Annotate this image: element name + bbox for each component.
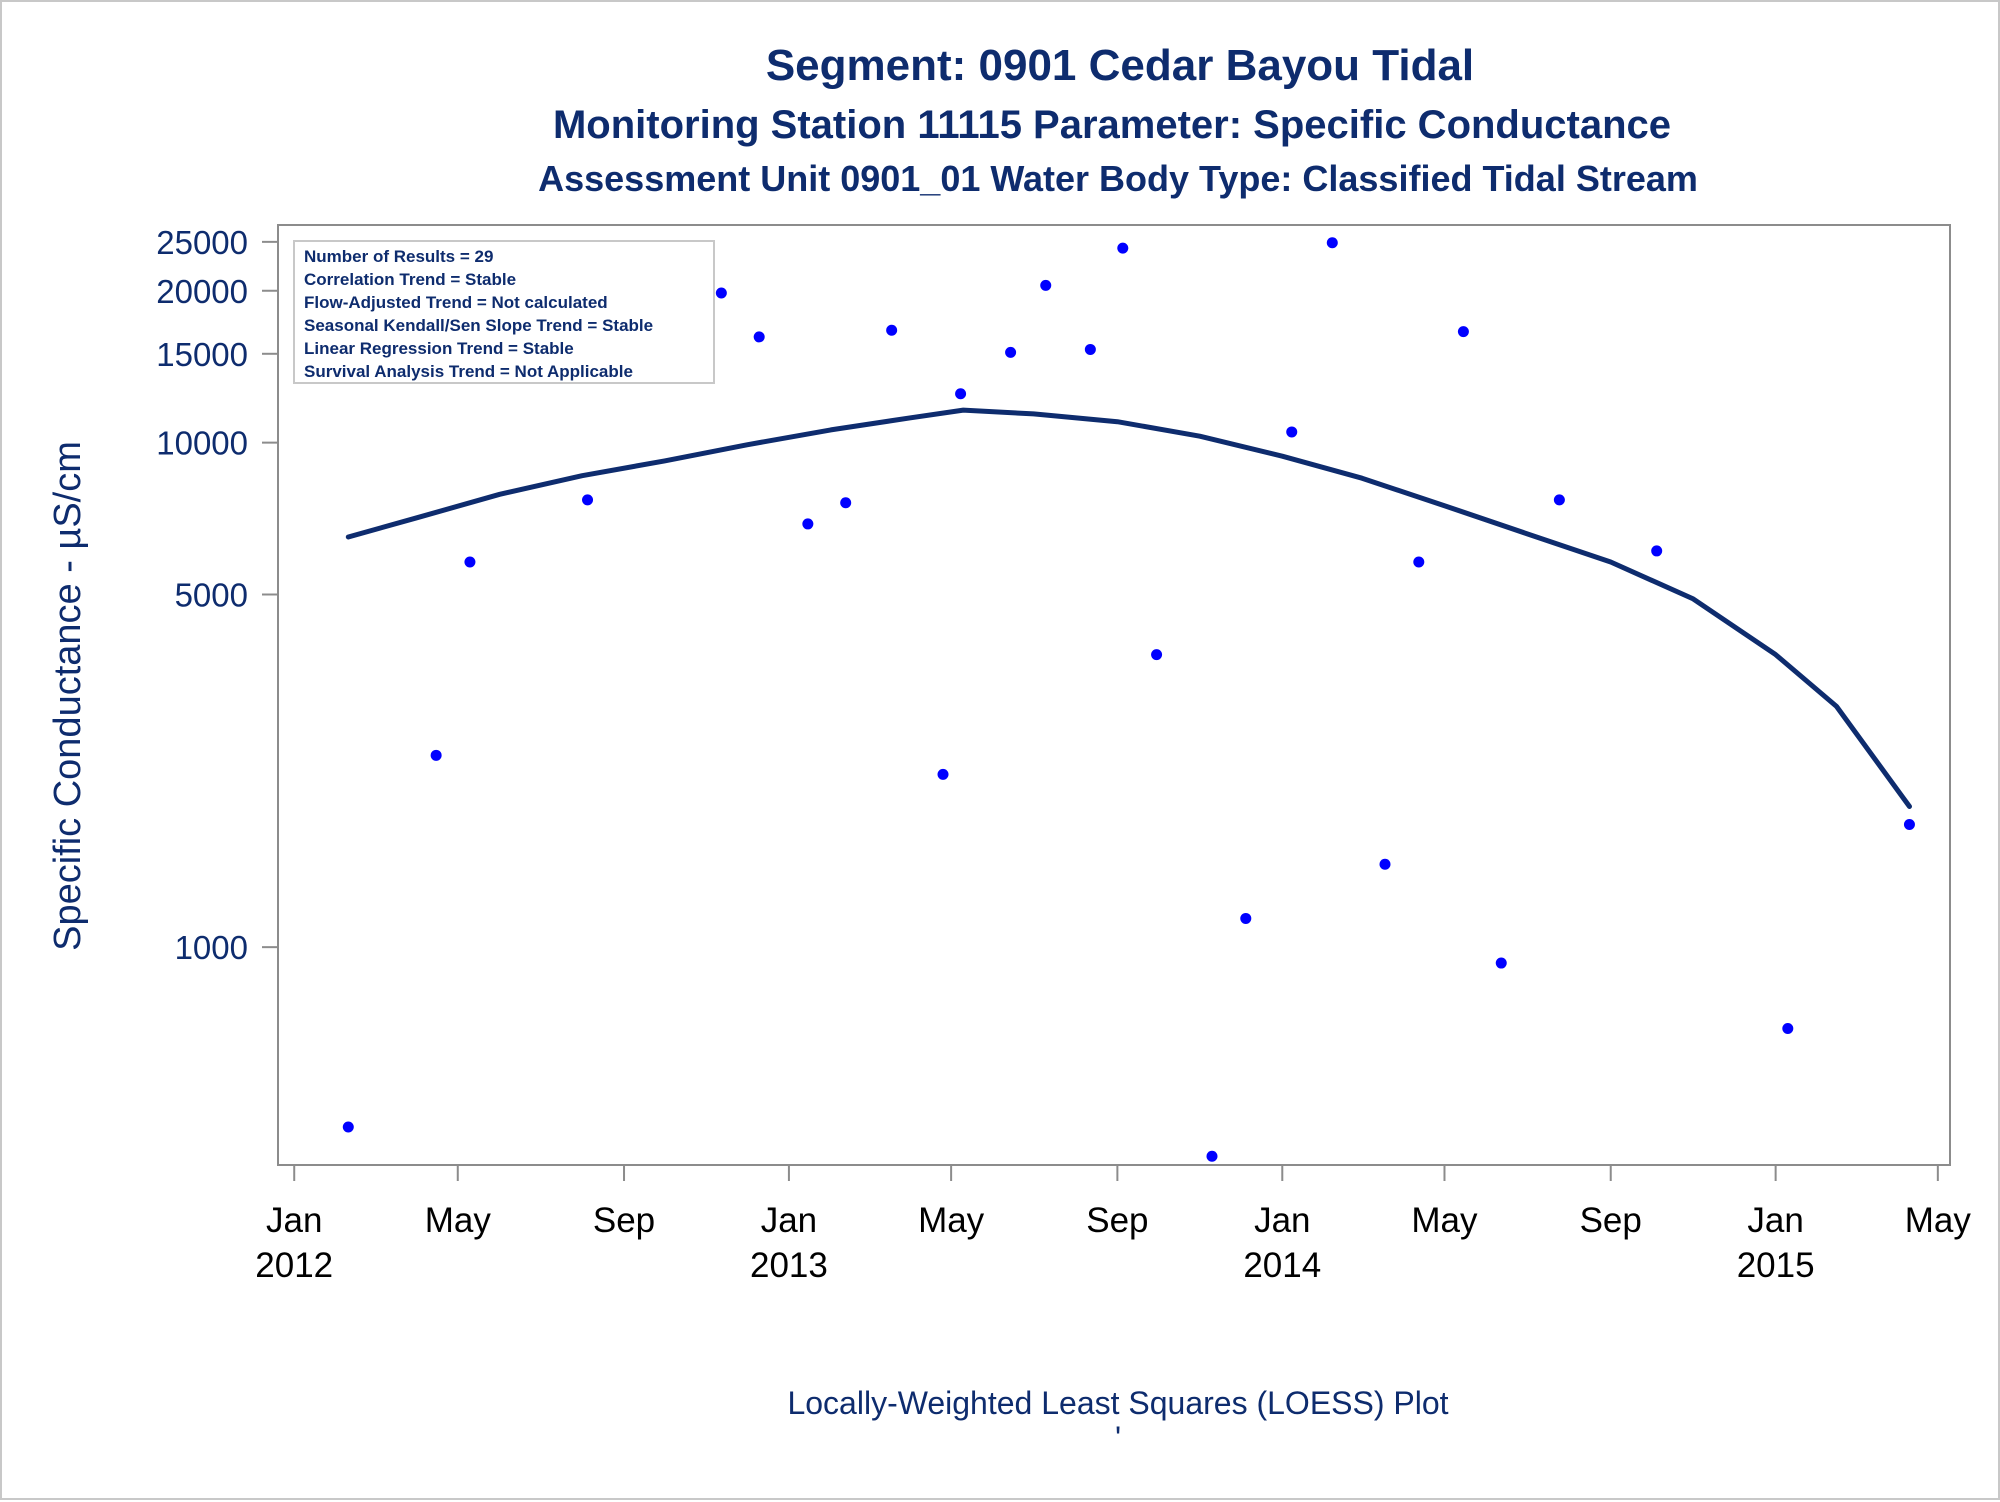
x-tick-year-label: 2013: [750, 1246, 828, 1285]
loess-curve: [345, 407, 1912, 809]
x-tick-year-label: 2012: [255, 1246, 333, 1285]
y-axis-title: Specific Conductance - µS/cm: [47, 441, 89, 951]
data-point: [1495, 957, 1507, 969]
data-point: [1117, 242, 1129, 254]
data-point: [1206, 1150, 1218, 1162]
y-tick-label: 15000: [156, 336, 248, 373]
y-tick-label: 25000: [156, 224, 248, 261]
x-axis: Jan 2012 May Sep Jan 2013 May Sep Jan 2014 May Sep J…: [255, 1164, 1972, 1285]
x-tick-label: May: [1905, 1201, 1972, 1240]
data-point: [1903, 819, 1915, 831]
data-point: [1413, 556, 1425, 568]
data-point: [1651, 545, 1663, 557]
y-tick-label: 5000: [175, 577, 248, 614]
points-layer: [342, 237, 1915, 1162]
y-tick-label: 10000: [156, 425, 248, 462]
data-point: [1005, 346, 1017, 358]
inset-line: Flow-Adjusted Trend = Not calculated: [304, 293, 608, 312]
chart-footnote: Locally-Weighted Least Squares (LOESS) P…: [787, 1385, 1448, 1421]
data-point: [342, 1121, 354, 1133]
inset-line: Survival Analysis Trend = Not Applicable: [304, 362, 633, 381]
x-tick-label: May: [425, 1201, 492, 1240]
x-tick-label: Jan: [266, 1201, 322, 1240]
x-tick-label: Sep: [1580, 1201, 1642, 1240]
chart-footnote-mark: ': [1115, 1420, 1121, 1456]
data-point: [955, 388, 967, 400]
y-tick-label: 20000: [156, 273, 248, 310]
data-point: [753, 331, 765, 343]
data-point: [1457, 326, 1469, 338]
data-point: [1084, 343, 1096, 355]
chart-subtitle-2: Assessment Unit 0901_01 Water Body Type:…: [538, 158, 1698, 199]
x-tick-label: Jan: [1747, 1201, 1803, 1240]
x-tick-label: Jan: [761, 1201, 817, 1240]
data-point: [1326, 237, 1338, 249]
data-point: [840, 497, 852, 509]
data-point: [1553, 494, 1565, 506]
data-point: [886, 324, 898, 336]
y-tick-label: 1000: [175, 929, 248, 966]
data-point: [802, 518, 814, 530]
x-tick-label: May: [1411, 1201, 1478, 1240]
chart-subtitle: Monitoring Station 11115 Parameter: Spec…: [553, 103, 1671, 147]
y-axis: 1000 5000 10000 15000 20000 25000: [156, 224, 278, 966]
data-point: [464, 556, 476, 568]
chart-title: Segment: 0901 Cedar Bayou Tidal: [766, 41, 1474, 90]
trend-inset-box: [293, 240, 715, 384]
inset-line: Number of Results = 29: [304, 247, 493, 266]
loess-layer: [345, 407, 1912, 809]
data-point: [430, 749, 442, 761]
x-tick-year-label: 2014: [1243, 1246, 1321, 1285]
data-point: [1040, 279, 1052, 291]
data-point: [1151, 649, 1163, 661]
data-point: [715, 287, 727, 299]
x-tick-year-label: 2015: [1737, 1246, 1815, 1285]
data-point: [582, 494, 594, 506]
inset-line: Seasonal Kendall/Sen Slope Trend = Stabl…: [304, 316, 653, 335]
x-tick-label: Sep: [593, 1201, 655, 1240]
data-point: [1240, 912, 1252, 924]
x-tick-label: Jan: [1254, 1201, 1310, 1240]
inset-line: Correlation Trend = Stable: [304, 270, 516, 289]
data-point: [1286, 426, 1298, 438]
data-point: [1379, 858, 1391, 870]
data-point: [1782, 1022, 1794, 1034]
inset-line: Linear Regression Trend = Stable: [304, 339, 574, 358]
x-tick-label: Sep: [1086, 1201, 1148, 1240]
x-tick-label: May: [918, 1201, 985, 1240]
trend-inset: Number of Results = 29 Correlation Trend…: [293, 240, 715, 384]
data-point: [937, 768, 949, 780]
